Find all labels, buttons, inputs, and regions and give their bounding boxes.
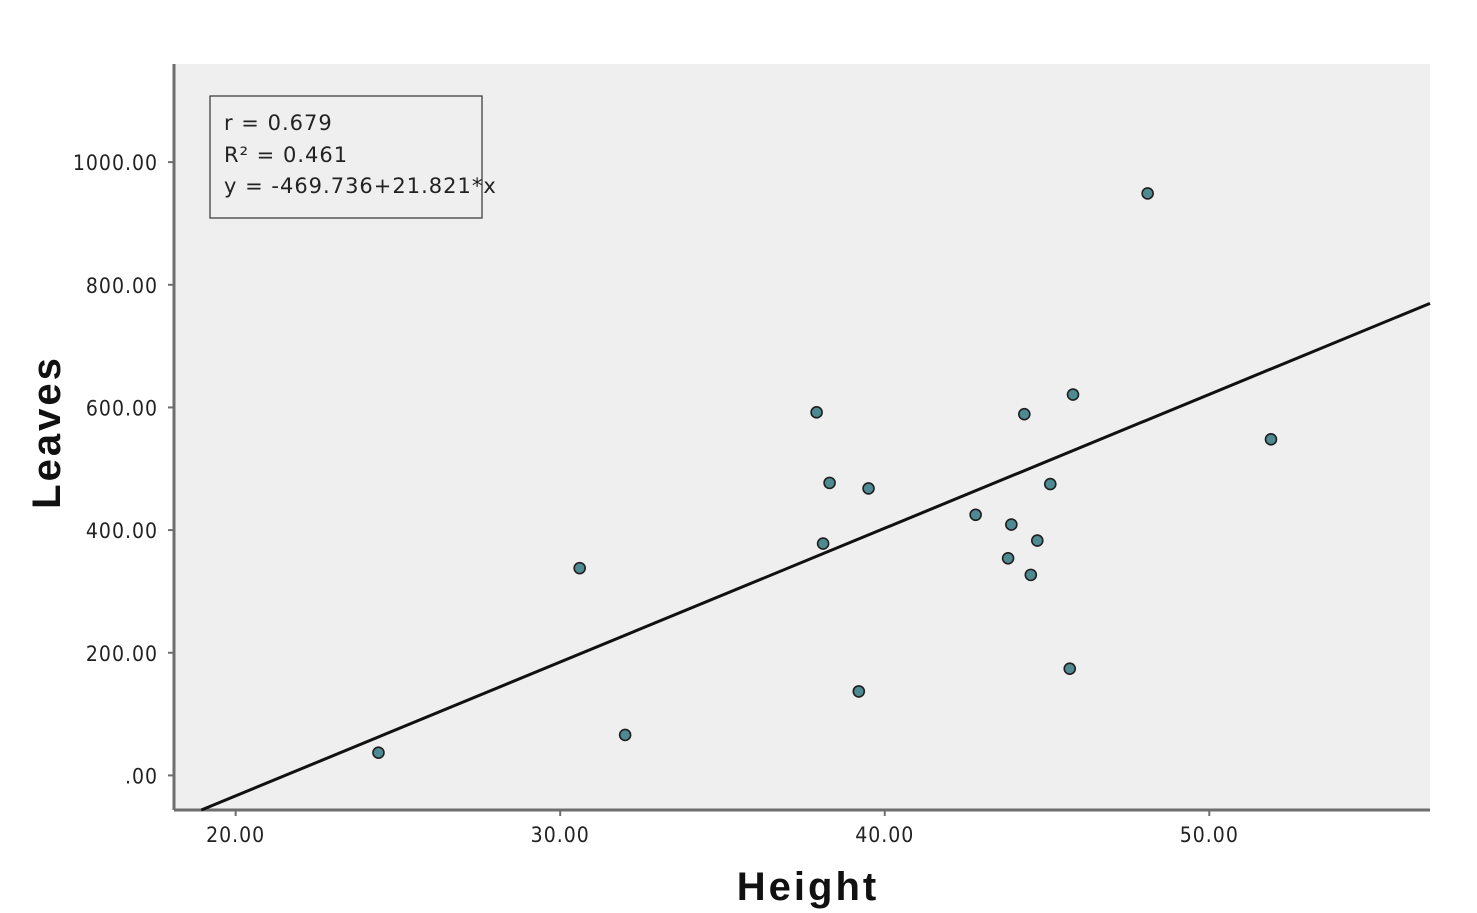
data-point — [618, 728, 632, 742]
y-tick-label: 800.00 — [86, 274, 158, 298]
r-squared-label: R² = 0.461 — [224, 143, 348, 167]
r-value-label: r = 0.679 — [224, 111, 333, 135]
data-point — [823, 476, 836, 490]
data-point — [573, 561, 586, 575]
data-point — [1063, 662, 1077, 675]
data-point — [1141, 187, 1154, 200]
data-point — [1264, 433, 1278, 446]
x-axis-title: Height — [737, 865, 879, 909]
data-point — [816, 537, 830, 550]
y-axis-ticks: .00 200.00 400.00 600.00 800.00 1000.00 — [73, 151, 174, 788]
data-point — [1030, 534, 1044, 547]
data-point — [1043, 477, 1057, 491]
data-point — [372, 746, 385, 760]
data-points — [372, 187, 1278, 760]
data-point — [1018, 407, 1031, 421]
y-tick-label: 600.00 — [86, 396, 158, 420]
x-tick-label: 50.00 — [1180, 823, 1239, 847]
y-tick-label: .00 — [125, 764, 158, 788]
data-point — [862, 482, 875, 495]
stats-box-border — [209, 95, 483, 219]
x-tick-label: 30.00 — [531, 823, 590, 847]
y-tick-label: 1000.00 — [73, 151, 158, 175]
data-point — [1005, 518, 1018, 531]
stats-box: r = 0.679 R² = 0.461 y = -469.736+21.821… — [209, 95, 497, 219]
y-tick-label: 400.00 — [86, 519, 158, 543]
regression-line — [200, 301, 1431, 812]
data-point — [1024, 568, 1038, 582]
x-tick-label: 40.00 — [855, 823, 914, 847]
data-point — [852, 685, 866, 698]
equation-label: y = -469.736+21.821*x — [224, 174, 497, 198]
x-tick-label: 20.00 — [206, 823, 265, 847]
data-point — [1001, 552, 1015, 565]
y-axis-title: Leaves — [25, 355, 69, 509]
data-point — [1066, 388, 1080, 401]
x-axis-ticks: 20.00 30.00 40.00 50.00 — [206, 810, 1239, 847]
data-point — [969, 508, 982, 522]
data-point — [810, 406, 823, 419]
y-tick-label: 200.00 — [86, 642, 158, 666]
